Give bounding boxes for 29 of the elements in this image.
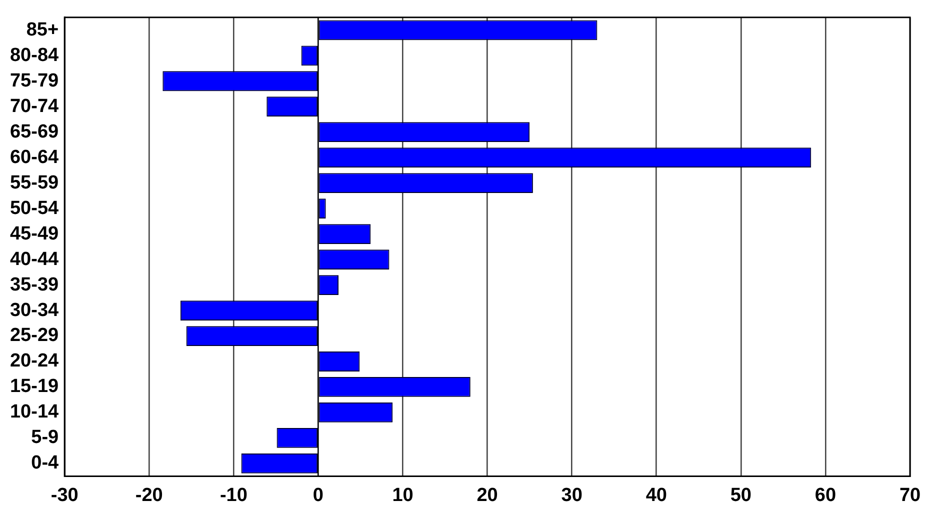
y-tick-label: 0-4 [31, 452, 60, 474]
y-tick-label: 75-79 [10, 70, 59, 92]
y-tick-label: 20-24 [10, 350, 60, 372]
x-tick-label: 20 [476, 484, 498, 506]
y-tick-label: 50-54 [10, 198, 60, 219]
y-tick-label: 35-39 [10, 274, 59, 296]
y-tick-label: 5-9 [31, 427, 59, 448]
x-tick-label: -30 [50, 484, 78, 506]
y-tick-label: 15-19 [10, 376, 59, 398]
x-tick-label: -10 [220, 484, 248, 506]
x-tick-label: 0 [312, 484, 324, 506]
y-tick-label: 70-74 [10, 96, 60, 117]
y-tick-label: 60-64 [10, 146, 60, 168]
x-tick-label: 10 [392, 484, 414, 506]
y-tick-label: 45-49 [10, 223, 59, 244]
x-tick-label: -20 [135, 484, 163, 506]
y-tick-label: 80-84 [10, 44, 60, 66]
x-tick-label: 40 [646, 484, 667, 506]
x-tick-label: 30 [561, 484, 582, 506]
y-tick-label: 65-69 [10, 121, 59, 142]
y-tick-label: 85+ [26, 19, 59, 40]
y-tick-label: 10-14 [10, 402, 60, 423]
x-tick-label: 50 [730, 484, 752, 506]
x-tick-label: 60 [814, 484, 836, 506]
y-tick-label: 55-59 [10, 172, 59, 194]
y-tick-label: 40-44 [10, 248, 60, 270]
x-tick-label: 70 [899, 484, 921, 506]
y-tick-label: 25-29 [10, 325, 59, 346]
y-tick-label: 30-34 [10, 300, 60, 321]
